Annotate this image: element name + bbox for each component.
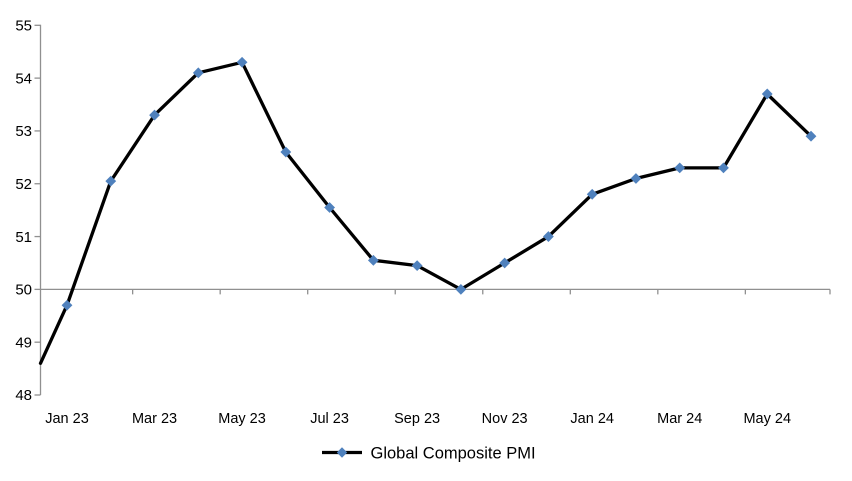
x-axis-tick-label: Jul 23 — [310, 411, 349, 427]
data-point-marker-dec-23 — [543, 231, 554, 242]
y-axis-tick-label: 52 — [15, 176, 32, 193]
data-point-marker-aug-23 — [367, 254, 379, 266]
y-axis-tick-label: 48 — [15, 387, 32, 404]
data-point-marker-may-23 — [236, 56, 248, 68]
legend-diamond-icon — [336, 447, 348, 458]
x-axis-tick-label: Mar 23 — [132, 411, 177, 427]
legend-label: Global Composite PMI — [371, 445, 536, 463]
data-point-marker-mar-24 — [674, 162, 686, 174]
y-axis-tick-label: 54 — [15, 70, 32, 87]
y-axis-tick-label: 50 — [15, 282, 32, 299]
y-axis-tick-label: 49 — [15, 334, 32, 351]
x-axis-tick-label: Sep 23 — [394, 411, 440, 427]
data-point-marker-apr-24 — [718, 162, 729, 174]
y-axis-tick-label: 55 — [15, 18, 32, 35]
data-point-marker-feb-23 — [105, 175, 117, 187]
y-axis-tick-label: 53 — [15, 123, 32, 140]
data-point-marker-jun-23 — [280, 146, 292, 158]
data-point-marker-sep-23 — [411, 260, 423, 272]
data-point-marker-nov-23 — [499, 257, 511, 269]
x-axis-tick-label: Jan 23 — [45, 411, 89, 427]
x-axis-tick-label: Nov 23 — [482, 411, 528, 427]
x-axis-tick-label: Jan 24 — [570, 411, 614, 427]
data-point-marker-apr-23 — [192, 67, 204, 79]
pmi-series-line — [38, 60, 813, 365]
x-axis-tick-label: May 23 — [218, 411, 266, 427]
y-axis-tick-label: 51 — [15, 229, 32, 246]
x-axis-tick-label: May 24 — [743, 411, 791, 427]
x-axis-tick-label: Mar 24 — [657, 411, 702, 427]
data-point-marker-may-24 — [761, 88, 773, 100]
data-point-marker-jan-23 — [61, 299, 73, 311]
data-point-marker-mar-23 — [149, 109, 160, 121]
data-point-marker-oct-23 — [455, 283, 467, 295]
data-point-marker-jan-24 — [586, 188, 598, 200]
data-point-marker-jun-24 — [805, 130, 817, 142]
data-point-marker-jul-23 — [324, 202, 335, 213]
data-point-marker-feb-24 — [630, 173, 642, 184]
